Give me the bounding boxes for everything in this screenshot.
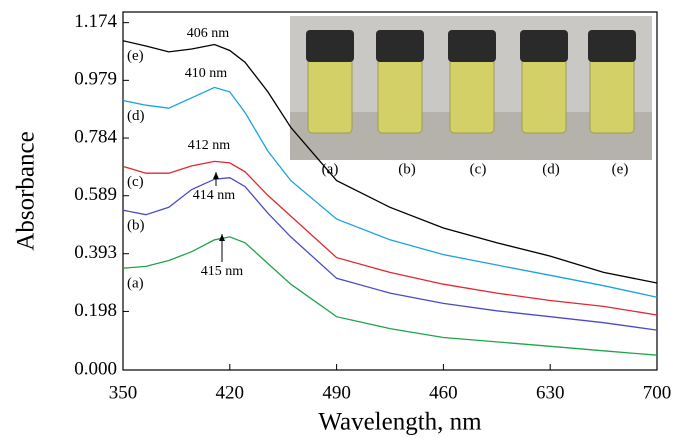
vial-cap [376,30,424,62]
peak-annotation: 415 nm [201,264,244,279]
vial-cap [588,30,636,62]
peak-annotation: 412 nm [188,138,231,153]
vial [450,58,494,133]
x-tick-label: 490 [322,382,351,403]
arrow-head [213,172,219,179]
x-tick-label: 630 [536,382,565,403]
vial-cap [448,30,496,62]
x-tick-label: 460 [429,382,458,403]
y-tick-label: 0.393 [74,242,117,263]
vial [522,58,566,133]
y-tick-label: 0.979 [74,69,117,90]
series-label: (c) [127,174,144,190]
peak-annotation: 414 nm [193,188,236,203]
y-tick-label: 1.174 [74,11,117,32]
inset-label: (d) [542,161,560,177]
series-label: (d) [127,108,145,124]
x-tick-label: 420 [216,382,245,403]
series-label: (e) [127,48,144,64]
series-label: (b) [127,218,145,234]
vial [308,58,352,133]
chart: Wavelength, nm Absorbance 0.000 0.198 0.39… [0,0,678,438]
x-axis-label: Wavelength, nm [318,409,482,436]
vial-cap [306,30,354,62]
vial-cap [520,30,568,62]
y-axis-label: Absorbance [13,131,40,250]
peak-annotation: 406 nm [187,26,230,41]
x-tick-label: 350 [109,382,138,403]
series-label: (a) [127,276,144,292]
inset-label: (c) [470,161,487,177]
series-line [123,237,657,355]
inset-photo [290,16,652,160]
inset-label: (a) [322,161,339,177]
peak-annotation: 410 nm [185,66,228,81]
inset-label: (b) [398,161,416,177]
vial [590,58,634,133]
y-tick-label: 0.589 [74,184,117,205]
x-tick-label: 700 [643,382,672,403]
inset-label: (e) [612,161,629,177]
y-tick-label: 0.784 [74,126,117,147]
page: Wavelength, nm Absorbance 0.000 0.198 0.39… [0,0,678,438]
y-tick-label: 0.000 [74,358,117,379]
vial [378,58,422,133]
y-tick-label: 0.198 [74,300,117,321]
